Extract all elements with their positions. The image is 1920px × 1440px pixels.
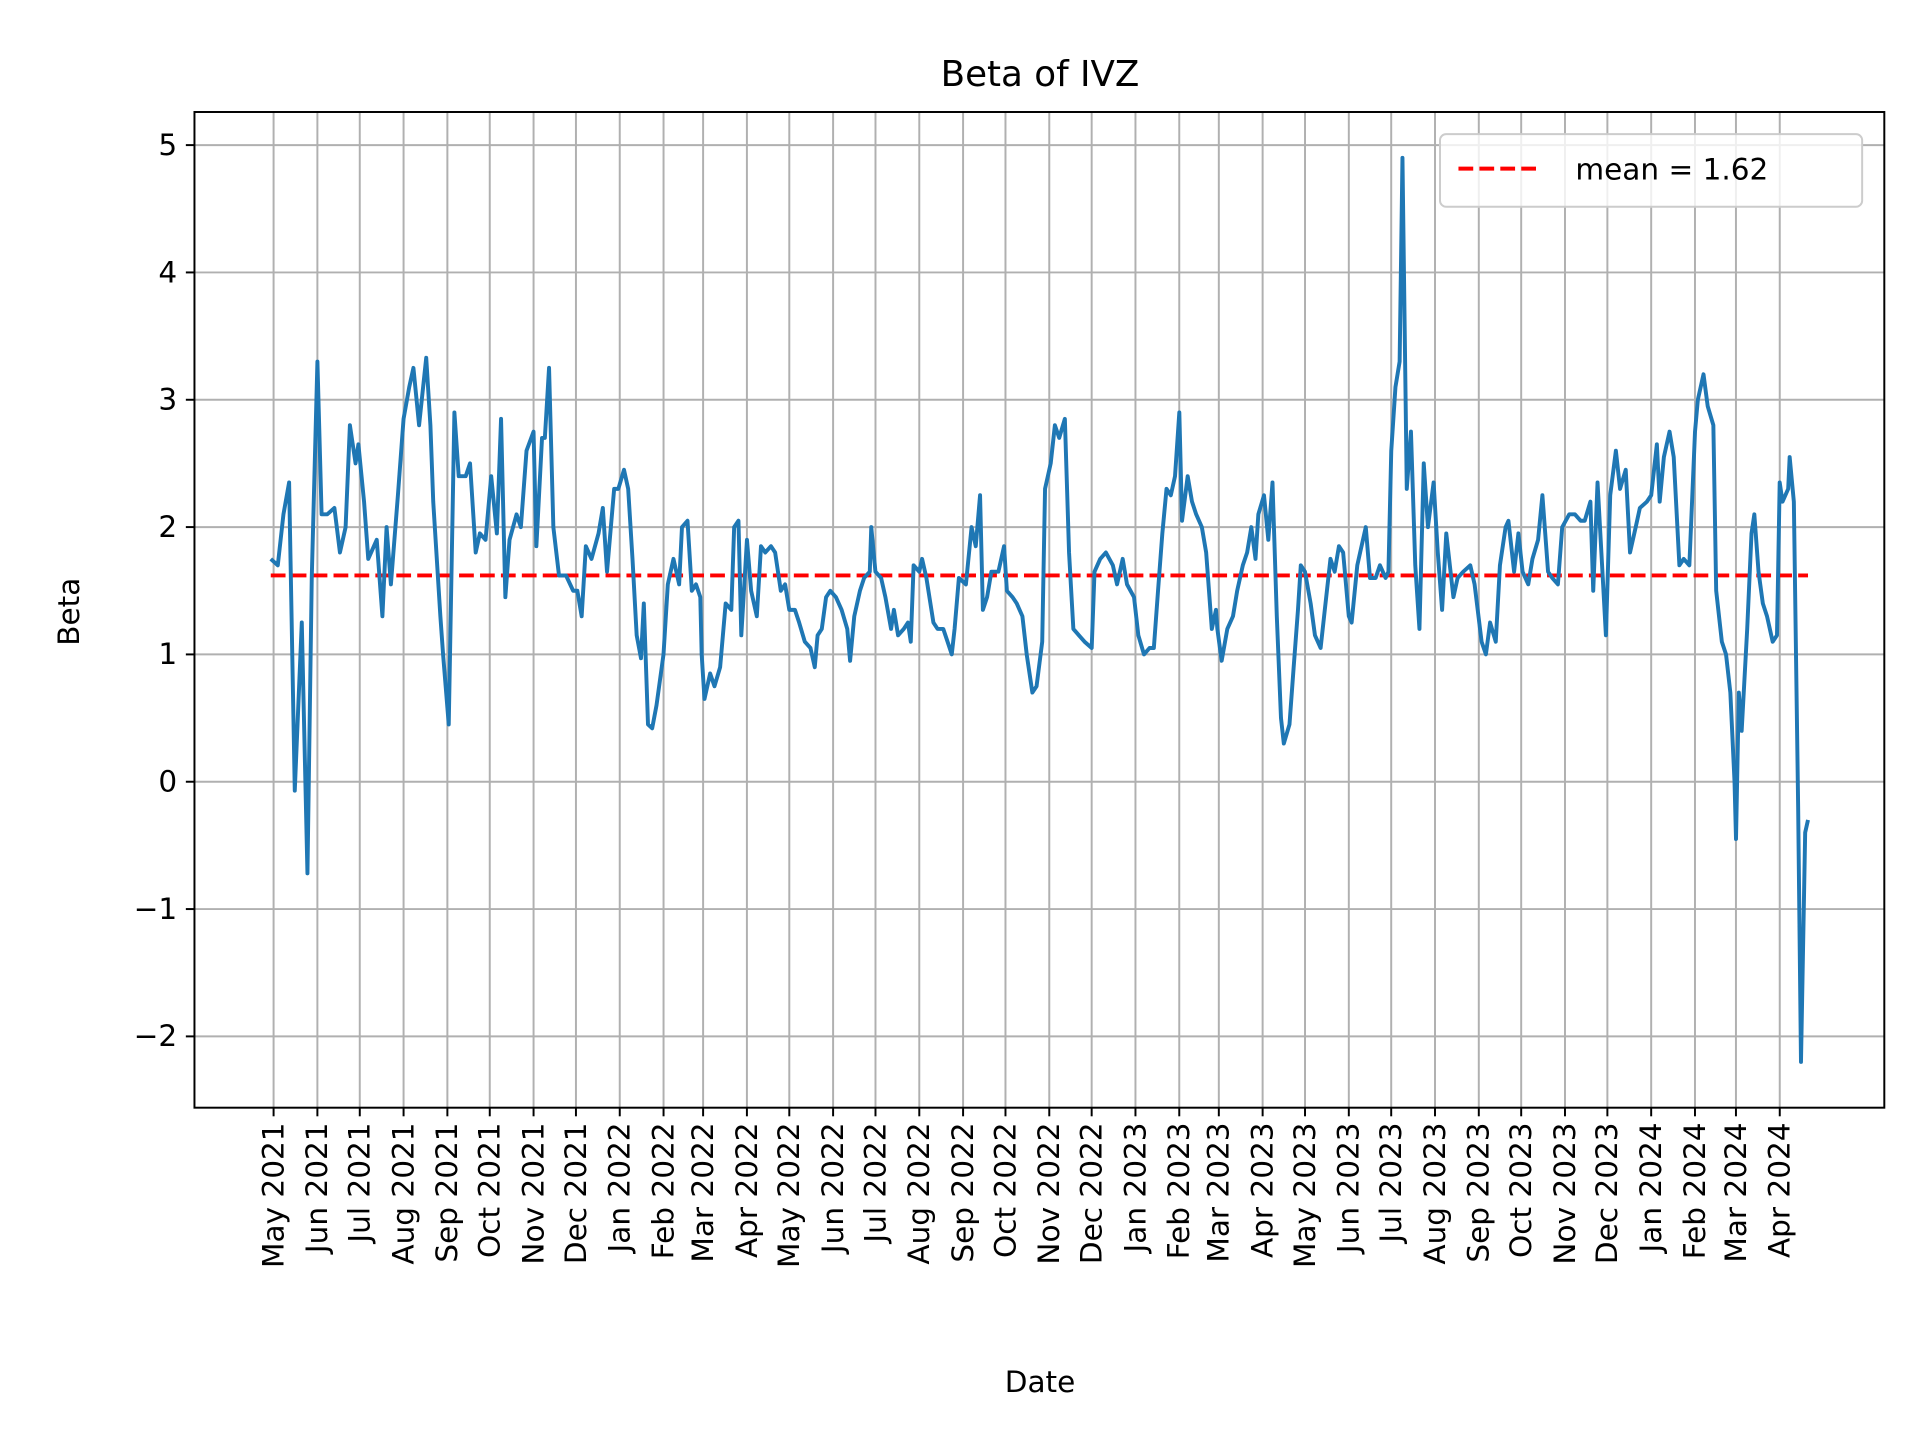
x-tick-label: Sep 2023 [1462,1122,1496,1262]
x-tick-label: Sep 2021 [430,1122,464,1262]
x-tick-label: Aug 2022 [902,1122,936,1264]
x-tick-label: May 2022 [772,1122,806,1268]
x-tick-label: Oct 2023 [1504,1122,1538,1258]
x-tick-label: Mar 2023 [1202,1122,1236,1262]
x-tick-label: Feb 2023 [1162,1122,1196,1259]
x-tick-label: Oct 2021 [473,1122,507,1258]
x-axis-label: Date [1005,1365,1076,1399]
y-tick-label: 4 [158,255,177,289]
y-tick-label: −2 [134,1019,178,1053]
x-tick-label: Feb 2022 [646,1122,680,1259]
x-tick-label: Aug 2021 [386,1122,420,1264]
x-tick-label: Nov 2022 [1032,1122,1066,1264]
legend: mean = 1.62 [1439,133,1864,208]
y-tick-label: 5 [158,128,177,162]
legend-box [1439,133,1864,208]
x-tick-label: Jun 2023 [1332,1122,1366,1255]
x-tick-label: Aug 2023 [1418,1122,1452,1264]
y-tick-label: −1 [134,892,178,926]
x-tick-label: Nov 2021 [516,1122,550,1264]
x-tick-label: Jan 2022 [603,1122,637,1254]
y-tick-label: 1 [158,637,177,671]
grid [194,112,1885,1108]
axes-frame [193,111,1886,1109]
x-tick-label: Oct 2022 [988,1122,1022,1258]
x-tick-label: Mar 2024 [1719,1122,1753,1262]
y-axis-label: Beta [52,578,86,646]
x-tick-label: Feb 2024 [1678,1122,1712,1259]
x-tick-label: Dec 2023 [1590,1122,1624,1264]
x-tick-label: Jun 2022 [816,1122,850,1255]
y-tick-label: 2 [158,510,177,544]
x-tick-label: Nov 2023 [1548,1122,1582,1264]
x-tick-label: Jul 2021 [343,1122,377,1244]
x-tick-label: May 2021 [256,1122,290,1268]
x-tick-label: Jan 2023 [1118,1122,1152,1254]
x-tick-label: Sep 2022 [946,1122,980,1262]
x-tick-label: Apr 2024 [1763,1122,1797,1258]
x-tick-label: Mar 2022 [686,1122,720,1262]
x-tick-label: Jun 2021 [300,1122,334,1255]
x-tick-label: Apr 2022 [730,1122,764,1258]
series-layer [269,155,1810,1064]
x-axis: May 2021 Jun 2021 Jul 2021 Aug 2021 Sep 2021… [256,1107,1797,1268]
x-tick-label: Jul 2022 [858,1122,892,1244]
x-tick-label: Dec 2022 [1075,1122,1109,1264]
y-axis: −2 −1 0 1 2 3 4 5 [134,128,195,1053]
beta-series-line [269,155,1810,1064]
x-tick-label: Dec 2021 [559,1122,593,1264]
x-tick-label: Jan 2024 [1634,1122,1668,1254]
x-tick-label: Apr 2023 [1245,1122,1279,1258]
chart-title: Beta of IVZ [941,54,1140,95]
legend-mean-label: mean = 1.62 [1575,153,1768,187]
x-tick-label: May 2023 [1288,1122,1322,1268]
x-tick-label: Jul 2023 [1374,1122,1408,1244]
y-tick-label: 0 [158,765,177,799]
y-tick-label: 3 [158,383,177,417]
